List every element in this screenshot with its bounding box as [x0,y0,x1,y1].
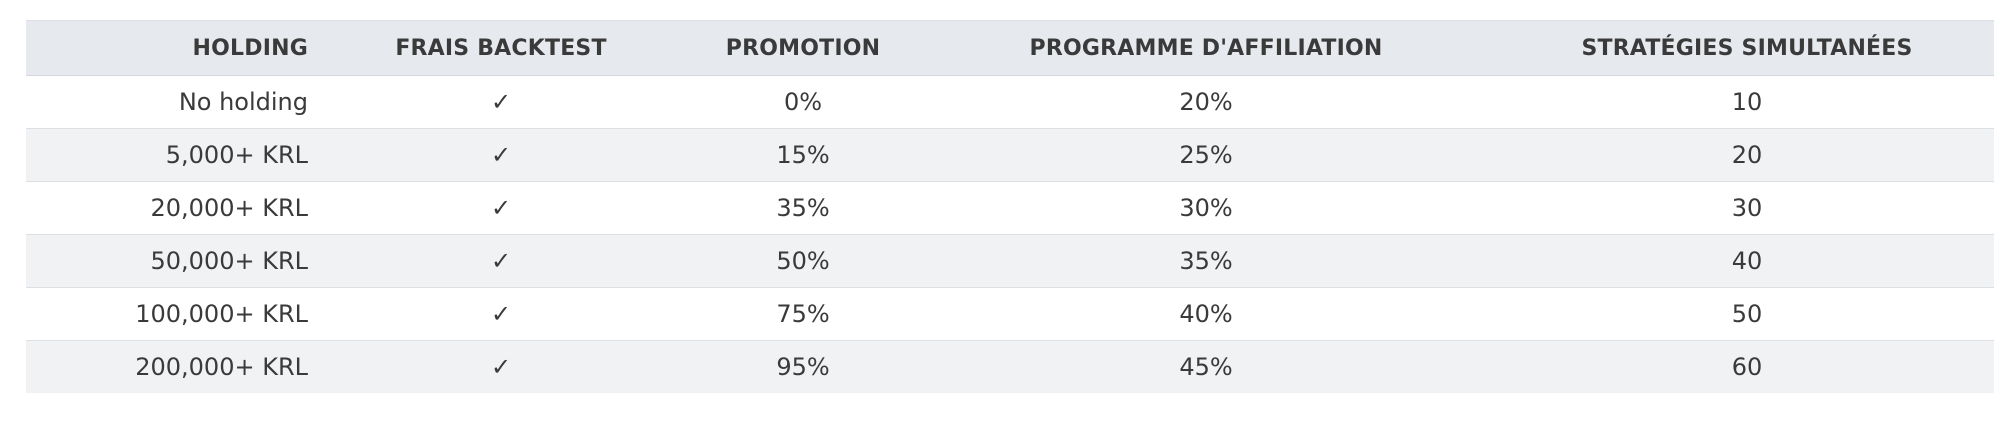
header-frais-backtest: FRAIS BACKTEST [308,20,694,76]
cell-holding: 50,000+ KRL [26,234,308,288]
table-row: 100,000+ KRL ✓ 75% 40% 50 [26,287,1994,341]
table-row: 200,000+ KRL ✓ 95% 45% 60 [26,340,1994,393]
checkmark-icon: ✓ [308,75,694,129]
cell-holding: 5,000+ KRL [26,128,308,182]
table-row: 5,000+ KRL ✓ 15% 25% 20 [26,128,1994,182]
cell-affiliation: 25% [912,128,1500,182]
cell-promotion: 95% [776,353,830,381]
cell-holding: No holding [26,75,308,129]
header-row: HOLDING FRAIS BACKTEST PROMOTION PROGRAM… [26,20,1994,76]
header-affiliation: PROGRAMME D'AFFILIATION [912,20,1500,76]
header-strategies: STRATÉGIES SIMULTANÉES [1500,20,1994,76]
holding-benefits-table: HOLDING FRAIS BACKTEST PROMOTION PROGRAM… [26,20,1994,393]
cell-strategies: 30 [1500,181,1994,235]
table-body: No holding ✓ 0% 20% 10 5,000+ KRL ✓ 15% … [26,75,1994,393]
cell-strategies: 20 [1500,128,1994,182]
cell-affiliation: 20% [912,75,1500,129]
checkmark-icon: ✓ [308,234,694,288]
cell-strategies: 10 [1500,75,1994,129]
table-row: 50,000+ KRL ✓ 50% 35% 40 [26,234,1994,288]
cell-holding: 20,000+ KRL [26,181,308,235]
cell-promotion: 15% [694,128,912,182]
checkmark-icon: ✓ [308,128,694,182]
table-header: HOLDING FRAIS BACKTEST PROMOTION PROGRAM… [26,20,1994,76]
cell-promotion: 50% [694,234,912,288]
checkmark-icon: ✓ [490,353,512,381]
checkmark-icon: ✓ [308,181,694,235]
cell-strategies: 60 [1731,353,1763,381]
cell-promotion: 75% [694,287,912,341]
cell-holding: 200,000+ KRL [135,353,308,381]
cell-affiliation: 35% [912,234,1500,288]
cell-affiliation: 30% [912,181,1500,235]
table-row: No holding ✓ 0% 20% 10 [26,75,1994,129]
cell-affiliation: 40% [912,287,1500,341]
header-promotion: PROMOTION [694,20,912,76]
cell-promotion: 35% [694,181,912,235]
cell-promotion: 0% [694,75,912,129]
table-row: 20,000+ KRL ✓ 35% 30% 30 [26,181,1994,235]
cell-affiliation: 45% [1179,353,1233,381]
cell-holding: 100,000+ KRL [26,287,308,341]
pricing-table-container: HOLDING FRAIS BACKTEST PROMOTION PROGRAM… [26,20,1994,393]
checkmark-icon: ✓ [308,287,694,341]
cell-strategies: 40 [1500,234,1994,288]
header-holding: HOLDING [26,20,308,76]
cell-strategies: 50 [1500,287,1994,341]
